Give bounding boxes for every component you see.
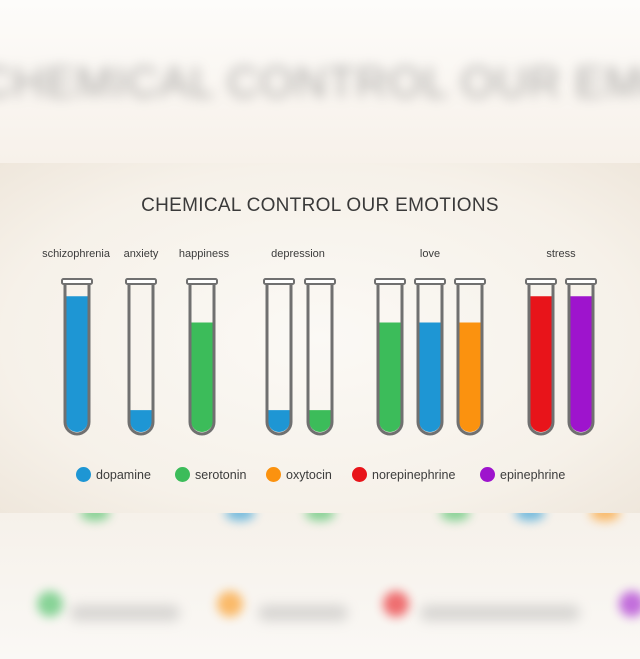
liquid-epinephrine bbox=[570, 296, 592, 432]
legend-item: dopamine bbox=[76, 467, 151, 482]
tube-glass bbox=[567, 284, 595, 436]
tube-rim bbox=[414, 278, 446, 285]
blurred-dot bbox=[37, 591, 63, 617]
tube-glass bbox=[127, 284, 155, 436]
blurred-dot bbox=[515, 513, 545, 521]
blurred-text bbox=[70, 605, 180, 621]
blurred-background-top: CHEMICAL CONTROL OUR EMOTIONS bbox=[0, 0, 640, 163]
test-tube bbox=[565, 278, 597, 436]
blurred-dot bbox=[619, 591, 640, 617]
tube-rim bbox=[263, 278, 295, 285]
blurred-dot bbox=[590, 513, 620, 521]
tube-glass bbox=[265, 284, 293, 436]
legend-dot-icon bbox=[480, 467, 495, 482]
tube-glass bbox=[188, 284, 216, 436]
legend-item: serotonin bbox=[175, 467, 246, 482]
liquid-norepinephrine bbox=[530, 296, 552, 432]
tube-glass bbox=[306, 284, 334, 436]
test-tube bbox=[186, 278, 218, 436]
legend-label: epinephrine bbox=[500, 467, 566, 482]
test-tube bbox=[454, 278, 486, 436]
tube-rim bbox=[186, 278, 218, 285]
blurred-title: CHEMICAL CONTROL OUR EMOTIONS bbox=[0, 58, 640, 107]
tube-rim bbox=[525, 278, 557, 285]
infographic-card: CHEMICAL CONTROL OUR EMOTIONS schizophre… bbox=[0, 163, 640, 513]
infographic-title: CHEMICAL CONTROL OUR EMOTIONS bbox=[141, 195, 499, 216]
liquid-dopamine bbox=[130, 410, 152, 432]
tube-rim bbox=[61, 278, 93, 285]
liquid-dopamine bbox=[66, 296, 88, 432]
legend-dot-icon bbox=[76, 467, 91, 482]
blurred-dot bbox=[383, 591, 409, 617]
test-tube bbox=[304, 278, 336, 436]
blurred-background-bottom bbox=[0, 513, 640, 659]
tube-glass bbox=[527, 284, 555, 436]
legend-dot-icon bbox=[266, 467, 281, 482]
test-tube bbox=[525, 278, 557, 436]
tube-rim bbox=[304, 278, 336, 285]
blurred-dot bbox=[80, 513, 110, 521]
legend-label: dopamine bbox=[96, 467, 151, 482]
emotion-label: stress bbox=[546, 248, 576, 260]
liquid-serotonin bbox=[191, 322, 213, 432]
tube-glass bbox=[63, 284, 91, 436]
blurred-dot bbox=[305, 513, 335, 521]
liquid-oxytocin bbox=[459, 322, 481, 432]
test-tube bbox=[263, 278, 295, 436]
emotion-label: anxiety bbox=[123, 248, 159, 260]
tube-rim bbox=[454, 278, 486, 285]
liquid-dopamine bbox=[419, 322, 441, 432]
test-tube bbox=[61, 278, 93, 436]
legend-label: serotonin bbox=[195, 467, 247, 482]
liquid-serotonin bbox=[309, 410, 331, 432]
legend-item: epinephrine bbox=[480, 467, 565, 482]
blurred-dot bbox=[225, 513, 255, 521]
tube-glass bbox=[416, 284, 444, 436]
tube-glass bbox=[376, 284, 404, 436]
blurred-dot bbox=[217, 591, 243, 617]
blurred-text bbox=[258, 605, 348, 621]
liquid-dopamine bbox=[268, 410, 290, 432]
test-tube bbox=[125, 278, 157, 436]
emotion-label: depression bbox=[271, 248, 325, 260]
legend-dot-icon bbox=[352, 467, 367, 482]
blurred-text bbox=[420, 605, 580, 621]
legend-label: oxytocin bbox=[286, 467, 332, 482]
legend-label: norepinephrine bbox=[372, 467, 456, 482]
blurred-dot bbox=[440, 513, 470, 521]
emotion-label: happiness bbox=[178, 248, 230, 260]
test-tube bbox=[414, 278, 446, 436]
tube-rim bbox=[565, 278, 597, 285]
legend-item: oxytocin bbox=[266, 467, 332, 482]
legend: dopamine serotonin oxytocin norepinephrine e… bbox=[0, 467, 640, 487]
tube-rim bbox=[125, 278, 157, 285]
tube-rim bbox=[374, 278, 406, 285]
emotion-label: love bbox=[419, 248, 441, 260]
tube-glass bbox=[456, 284, 484, 436]
emotion-label: schizophrenia bbox=[42, 248, 110, 260]
legend-dot-icon bbox=[175, 467, 190, 482]
test-tube bbox=[374, 278, 406, 436]
legend-item: norepinephrine bbox=[352, 467, 455, 482]
liquid-serotonin bbox=[379, 322, 401, 432]
test-tubes bbox=[61, 278, 597, 436]
